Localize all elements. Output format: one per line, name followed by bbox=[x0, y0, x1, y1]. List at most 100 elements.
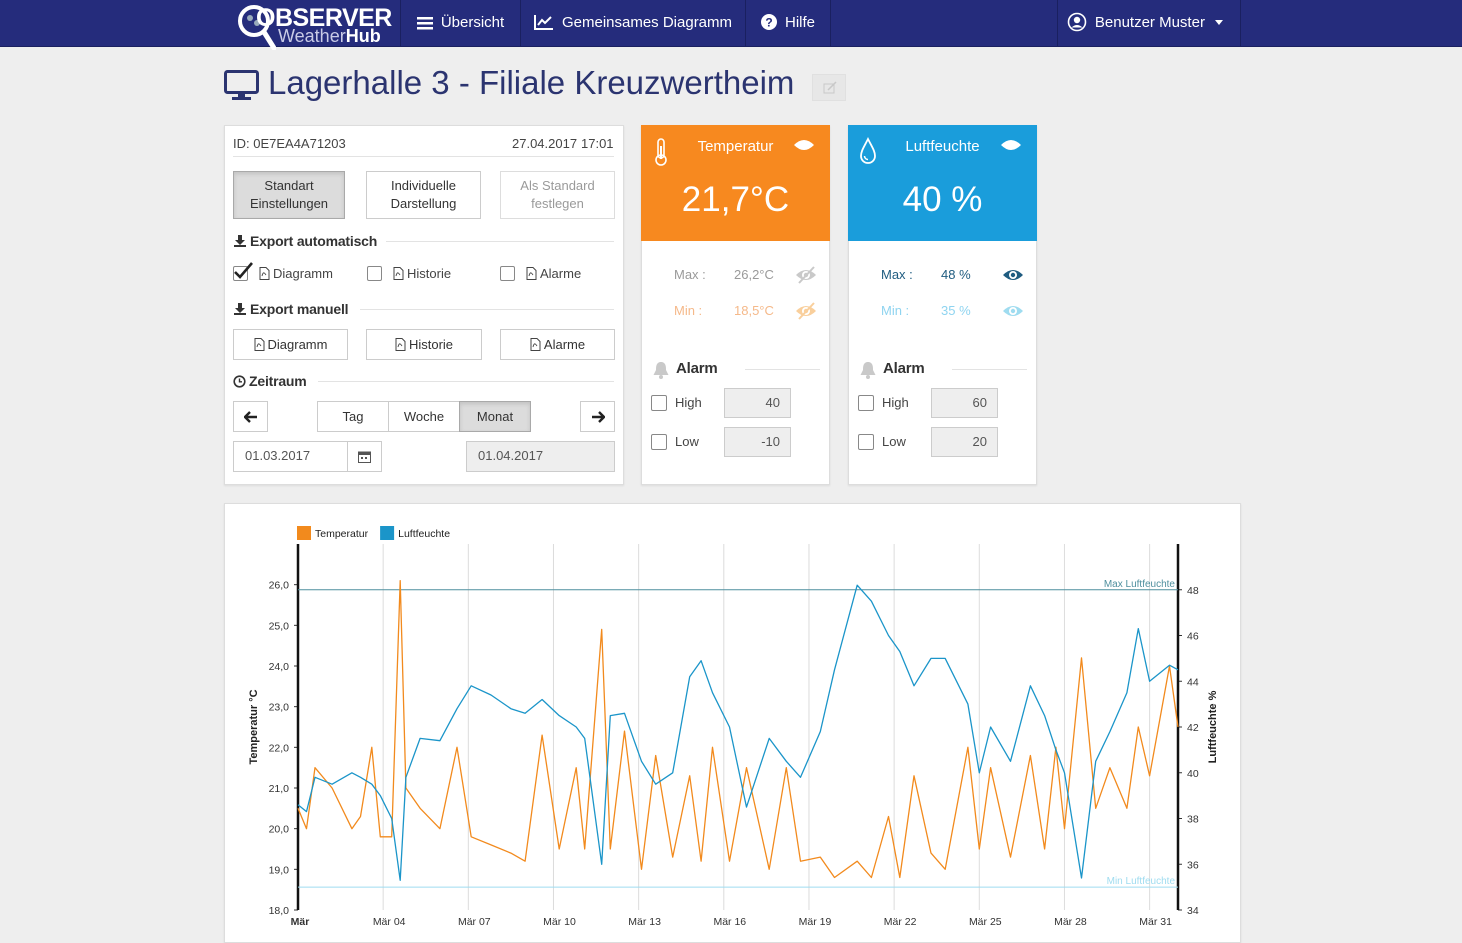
logo[interactable]: OBSERVER WeatherHub bbox=[236, 2, 392, 50]
max-label: Max : bbox=[881, 267, 913, 282]
period-button[interactable]: Tag bbox=[317, 401, 389, 432]
y-tick-label: 18,0 bbox=[269, 905, 290, 917]
doc-icon-part bbox=[395, 337, 406, 351]
monitor-icon bbox=[224, 70, 259, 100]
x-tick-label: Mär 31 bbox=[1139, 916, 1172, 928]
low-checkbox[interactable] bbox=[858, 434, 874, 450]
logo-sub: WeatherHub bbox=[278, 26, 381, 47]
view-button[interactable]: Standart Einstellungen bbox=[233, 171, 345, 219]
reference-label: Min Luftfeuchte bbox=[1107, 876, 1176, 887]
visibility-toggle[interactable] bbox=[1000, 136, 1022, 154]
date-from[interactable]: 01.03.2017 bbox=[233, 441, 348, 472]
doc-icon-part bbox=[528, 272, 534, 277]
min-visibility[interactable] bbox=[795, 302, 817, 320]
min-label: Min : bbox=[674, 303, 703, 318]
page-title: Lagerhalle 3 - Filiale Kreuzwertheim bbox=[268, 64, 795, 101]
button-label: Diagramm bbox=[267, 336, 328, 352]
y2-tick-label: 46 bbox=[1187, 631, 1199, 643]
divider bbox=[952, 369, 1027, 370]
x-tick-label: Mär 04 bbox=[373, 916, 406, 928]
visibility-toggle[interactable] bbox=[793, 136, 815, 154]
high-label: High bbox=[882, 395, 909, 410]
sensor-value: 40 % bbox=[902, 180, 983, 219]
checkbox[interactable] bbox=[367, 266, 382, 281]
section-title: Export automatisch bbox=[250, 233, 378, 249]
chart-icon bbox=[533, 15, 553, 30]
divider bbox=[386, 241, 614, 242]
min-visibility[interactable] bbox=[1002, 302, 1024, 320]
high-input[interactable]: 60 bbox=[931, 388, 998, 418]
doc-icon-part bbox=[256, 342, 261, 347]
edit-button[interactable] bbox=[812, 74, 846, 101]
calendar-icon bbox=[358, 451, 371, 463]
checkbox[interactable] bbox=[500, 266, 515, 281]
checkbox-label: Alarme bbox=[540, 266, 582, 281]
nav-overview[interactable]: Übersicht bbox=[400, 0, 520, 46]
calendar-button[interactable] bbox=[347, 441, 382, 472]
svg-text:?: ? bbox=[765, 16, 772, 30]
low-input[interactable]: -10 bbox=[724, 427, 791, 457]
nav-label: Übersicht bbox=[440, 14, 505, 31]
y2-tick-label: 40 bbox=[1187, 768, 1199, 780]
divider bbox=[233, 156, 614, 157]
doc-icon bbox=[530, 337, 541, 351]
bell-icon-part bbox=[653, 362, 669, 375]
doc-icon bbox=[395, 337, 406, 351]
chart: Mär Mär 04 Mär 07 Mär 10 Mär 13 Mär 16 Mär 19 M… bbox=[248, 526, 1219, 928]
export-button[interactable]: Diagramm bbox=[233, 329, 348, 360]
period-button[interactable]: Woche bbox=[388, 401, 460, 432]
date-to[interactable]: 01.04.2017 bbox=[466, 441, 615, 472]
arrow-left-icon bbox=[243, 410, 257, 423]
sensor-icon-part bbox=[860, 137, 876, 164]
y2-tick-label: 38 bbox=[1187, 814, 1199, 826]
legend-swatch bbox=[297, 526, 311, 540]
date: 27.04.2017 bbox=[512, 136, 578, 151]
checkbox[interactable] bbox=[233, 262, 253, 281]
nav-chart[interactable]: Gemeinsames Diagramm bbox=[520, 0, 745, 46]
button-label: Historie bbox=[408, 336, 454, 352]
y2-tick-label: 44 bbox=[1187, 676, 1199, 688]
doc-icon-part bbox=[530, 337, 541, 351]
low-input[interactable]: 20 bbox=[931, 427, 998, 457]
period-button[interactable]: Monat bbox=[459, 401, 531, 432]
doc-icon-part bbox=[395, 272, 401, 277]
low-checkbox[interactable] bbox=[651, 434, 667, 450]
caret bbox=[1215, 20, 1224, 25]
divider bbox=[360, 309, 614, 310]
doc-icon bbox=[526, 267, 537, 280]
min-value: 18,5°C bbox=[734, 303, 774, 318]
min-value: 35 % bbox=[941, 303, 971, 318]
high-input[interactable]: 40 bbox=[724, 388, 791, 418]
view-button[interactable]: Individuelle Darstellung bbox=[366, 171, 481, 219]
y-tick-label: 26,0 bbox=[269, 580, 290, 592]
max-visibility-part bbox=[798, 266, 815, 284]
next-button[interactable] bbox=[580, 401, 615, 432]
high-checkbox[interactable] bbox=[858, 395, 874, 411]
time: 17:01 bbox=[581, 136, 614, 151]
prev-button[interactable] bbox=[233, 401, 268, 432]
high-checkbox[interactable] bbox=[651, 395, 667, 411]
logo-main: OBSERVER bbox=[256, 4, 392, 32]
nav-user[interactable]: Benutzer Muster bbox=[1057, 0, 1241, 46]
help-icon: ? bbox=[760, 14, 777, 30]
max-label: Max : bbox=[674, 267, 706, 282]
nav-label: Hilfe bbox=[784, 14, 815, 31]
navbar: OBSERVER WeatherHub Übersicht Gemeinsame… bbox=[0, 0, 1462, 50]
legend-swatch bbox=[380, 526, 395, 540]
max-visibility[interactable] bbox=[1002, 266, 1024, 284]
bell-icon-part bbox=[659, 375, 663, 379]
export-button[interactable]: Historie bbox=[366, 329, 482, 360]
nav-help[interactable]: ? Hilfe bbox=[745, 0, 831, 46]
doc-icon-part bbox=[254, 337, 265, 351]
view-button[interactable]: Als Standard festlegen bbox=[500, 171, 615, 219]
max-value: 48 % bbox=[941, 267, 971, 282]
max-visibility[interactable] bbox=[795, 266, 817, 284]
export-button[interactable]: Alarme bbox=[500, 329, 615, 360]
y-tick-label: 22,0 bbox=[269, 742, 290, 754]
sensor-title: Luftfeuchte bbox=[905, 138, 980, 155]
y-tick-label: 20,0 bbox=[269, 824, 290, 836]
edit-icon bbox=[823, 81, 837, 94]
download-icon bbox=[234, 303, 246, 315]
doc-icon-part bbox=[259, 267, 270, 280]
